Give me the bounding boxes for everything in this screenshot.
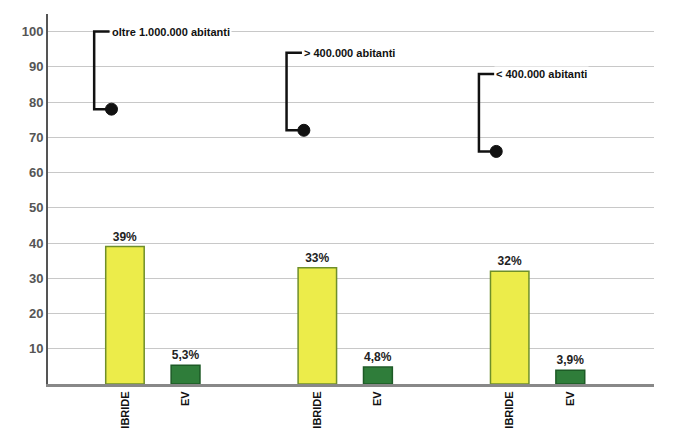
svg-text:4,8%: 4,8% [364,350,392,364]
svg-text:100: 100 [22,24,44,39]
svg-text:IBRIDE: IBRIDE [311,391,323,428]
svg-text:33%: 33% [305,251,329,265]
svg-text:32%: 32% [498,254,522,268]
svg-text:50: 50 [29,200,43,215]
svg-text:20: 20 [29,306,43,321]
svg-text:EV: EV [179,391,191,406]
svg-text:10: 10 [29,341,43,356]
svg-text:oltre 1.000.000 abitanti: oltre 1.000.000 abitanti [112,26,230,38]
svg-text:60: 60 [29,165,43,180]
svg-text:IBRIDE: IBRIDE [503,391,515,428]
svg-text:40: 40 [29,236,43,251]
svg-text:IBRIDE: IBRIDE [119,391,131,428]
svg-text:39%: 39% [113,230,137,244]
svg-text:EV: EV [564,391,576,406]
svg-text:90: 90 [29,59,43,74]
svg-text:30: 30 [29,271,43,286]
svg-text:70: 70 [29,130,43,145]
svg-text:3,9%: 3,9% [556,353,584,367]
svg-text:< 400.000 abitanti: < 400.000 abitanti [496,68,587,80]
svg-text:80: 80 [29,95,43,110]
svg-text:5,3%: 5,3% [172,348,200,362]
svg-text:EV: EV [372,391,384,406]
svg-text:> 400.000 abitanti: > 400.000 abitanti [304,47,395,59]
